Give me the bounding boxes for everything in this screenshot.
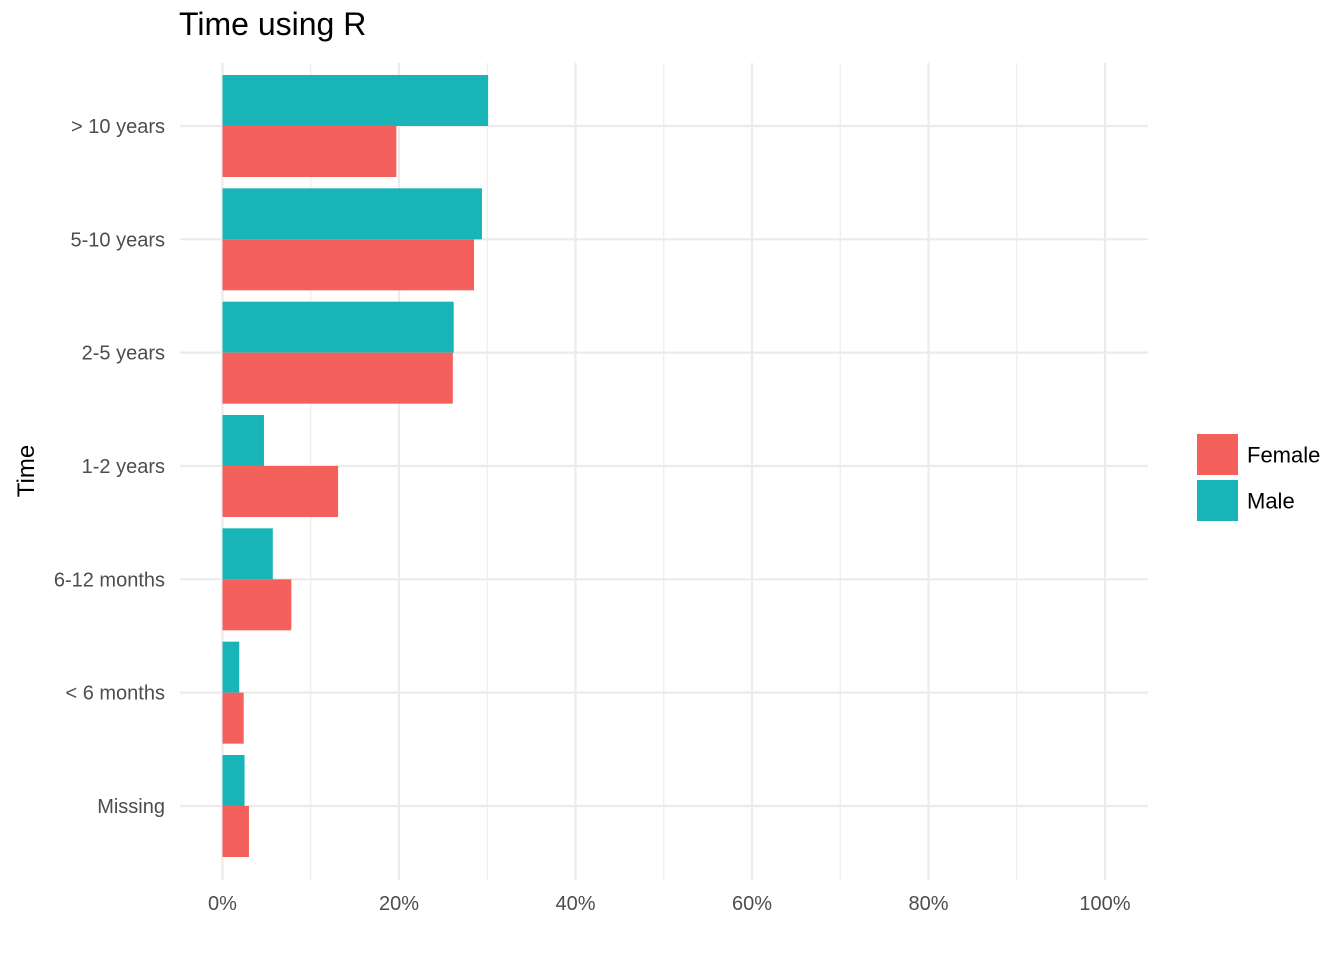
x-tick-label: 40% (555, 893, 595, 915)
bar-male (222, 301, 454, 353)
bar-female (222, 352, 453, 404)
bar-male (222, 188, 482, 240)
legend-key-female (1197, 434, 1238, 475)
x-axis-tick-labels: 0% 20% 40% 60% 80% 100% (208, 893, 1131, 915)
chart-title: Time using R (179, 6, 367, 42)
legend: Female Male (1197, 434, 1320, 521)
y-axis-tick-labels: > 10 years 5-10 years 2-5 years 1-2 years 6-… (54, 116, 165, 818)
y-tick-label: 6-12 months (54, 569, 165, 591)
y-tick-label: 1-2 years (82, 456, 165, 478)
y-tick-label: > 10 years (71, 116, 165, 138)
legend-label-female: Female (1247, 443, 1320, 468)
bar-female (222, 239, 475, 291)
bar-female (222, 465, 339, 517)
bar-female (222, 805, 249, 857)
grid-layer (180, 63, 1148, 880)
legend-key-male (1197, 480, 1238, 521)
x-tick-label: 100% (1079, 893, 1130, 915)
x-tick-label: 80% (908, 893, 948, 915)
y-axis-title: Time (13, 445, 40, 497)
x-tick-label: 0% (208, 893, 237, 915)
bar-female (222, 579, 292, 631)
bar-female (222, 126, 397, 177)
bar-male (222, 641, 240, 693)
bar-female (222, 692, 244, 744)
bar-male (222, 528, 273, 580)
bars-layer (222, 75, 489, 857)
y-tick-label: Missing (97, 796, 165, 818)
bar-male (222, 75, 489, 126)
bar-male (222, 754, 245, 806)
x-tick-label: 60% (732, 893, 772, 915)
y-tick-label: 5-10 years (71, 229, 166, 251)
y-tick-label: 2-5 years (82, 343, 165, 365)
x-tick-label: 20% (379, 893, 419, 915)
bar-male (222, 414, 264, 466)
legend-label-male: Male (1247, 489, 1295, 514)
y-tick-label: < 6 months (65, 683, 165, 705)
